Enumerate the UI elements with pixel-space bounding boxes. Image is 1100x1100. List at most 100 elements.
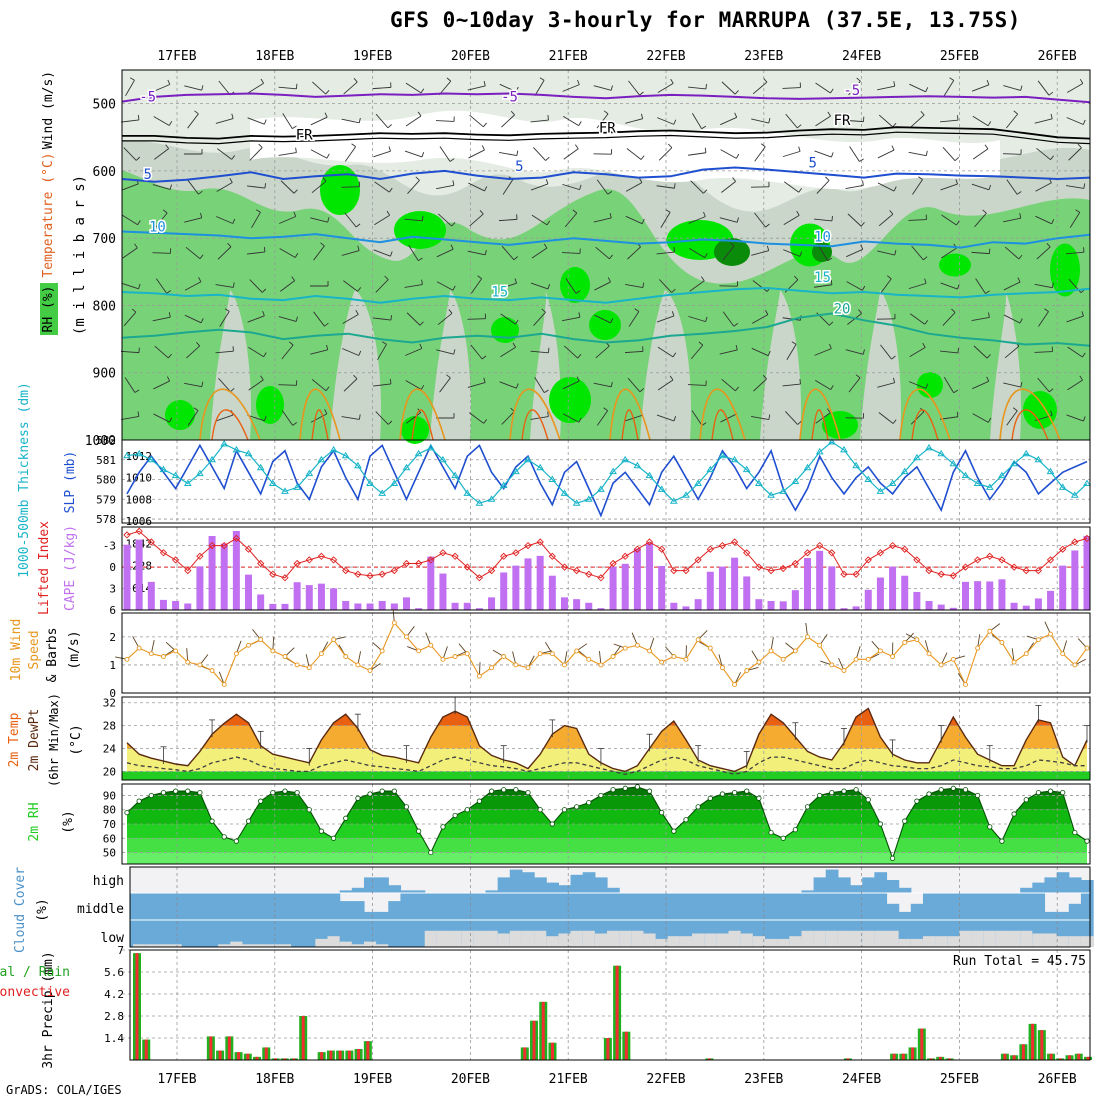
- upper-wind-barb: [341, 186, 360, 188]
- wind10m-point: [634, 642, 640, 648]
- cape-bar: [123, 544, 131, 610]
- upper-wind-barb: [153, 413, 170, 423]
- wind10m-point: [805, 634, 810, 640]
- upper-wind-barb: [1003, 85, 1021, 91]
- thickness-point: [123, 451, 131, 459]
- upper-wind-barb-flag: [986, 376, 990, 382]
- upper-wind-barb: [877, 250, 895, 256]
- upper-wind-barb: [373, 383, 391, 387]
- cloud-high-cell: [497, 877, 511, 893]
- upper-wind-barb: [689, 280, 705, 292]
- upper-wind-barb: [1006, 410, 1018, 426]
- thickness-point: [281, 487, 289, 494]
- upper-wind-barb-flag: [829, 343, 832, 349]
- cloud-high-cell: [1044, 877, 1058, 893]
- isotherm-FR-secondary: [122, 131, 1091, 145]
- li-point: [658, 545, 666, 553]
- upper-wind-barb-flag: [922, 342, 926, 348]
- wind-tick-label: 2: [109, 631, 116, 644]
- cape-bar: [135, 539, 143, 610]
- li-point: [961, 563, 970, 571]
- upper-wind-barb-flag: [292, 422, 298, 426]
- thickness-point: [475, 499, 484, 506]
- rh2m-point: [488, 788, 495, 794]
- thickness-point: [827, 438, 836, 445]
- upper-wind-barb: [754, 146, 766, 162]
- upper-wind-barb-flag: [326, 344, 329, 350]
- upper-wind-barb: [909, 313, 926, 325]
- cape-bar: [330, 588, 338, 610]
- wind10m-point: [586, 656, 592, 662]
- wind-tick-label: 0: [109, 687, 116, 700]
- upper-wind-barb: [1066, 83, 1084, 93]
- upper-wind-barb-flag: [295, 316, 298, 322]
- upper-wind-barb: [470, 278, 483, 294]
- upper-wind-barb-flag: [131, 308, 137, 313]
- rh2m-point: [464, 807, 470, 813]
- rh-band: [127, 824, 1087, 839]
- upper-wind-barb: [1003, 314, 1021, 324]
- cloud-low-cell: [145, 944, 158, 947]
- upper-wind-barb: [971, 84, 990, 92]
- wind10m-point: [975, 645, 981, 651]
- cloud-low-cell: [825, 930, 839, 947]
- cape-bar: [257, 594, 265, 610]
- upper-wind-barb-flag: [547, 115, 549, 121]
- cloud-high-cell: [534, 877, 547, 893]
- upper-wind-barb: [153, 116, 170, 126]
- upper-wind-barb: [533, 312, 546, 326]
- upper-wind-barb-flag: [231, 113, 234, 119]
- wind10m-point: [671, 654, 677, 659]
- upper-wind-barb: [562, 183, 580, 191]
- cloud-middle-cell: [133, 893, 146, 920]
- upper-wind-barb: [435, 120, 455, 122]
- upper-wind-barb-flag: [166, 376, 170, 382]
- upper-wind-barb: [563, 148, 579, 160]
- upper-wind-barb-flag: [419, 321, 424, 326]
- upper-wind-barb-flag: [355, 223, 361, 228]
- upper-wind-barb-flag: [418, 257, 423, 262]
- cloud-middle-cell: [291, 893, 304, 920]
- upper-wind-barb-flag: [137, 411, 140, 417]
- upper-wind-barb-flag: [1079, 78, 1084, 84]
- upper-wind-barb: [657, 346, 674, 358]
- cloud-low-cell: [935, 936, 948, 947]
- cloud-middle-cell: [278, 893, 292, 920]
- li-point: [208, 541, 216, 550]
- wind10m-point: [950, 656, 956, 662]
- upper-wind-barb: [405, 380, 422, 390]
- upper-wind-barb-flag: [264, 415, 267, 421]
- cloud-low-cell: [874, 930, 888, 947]
- date-label-bottom: 23FEB: [744, 1072, 783, 1087]
- wind10m-point: [124, 656, 130, 662]
- thickness-point: [864, 475, 873, 482]
- upper-wind-barb: [1003, 217, 1021, 223]
- cloud-low-background: [230, 920, 244, 947]
- upper-wind-barb: [785, 411, 798, 425]
- cloud-low-background: [157, 920, 171, 947]
- li-point: [475, 574, 484, 582]
- upper-wind-barb-flag: [642, 282, 645, 288]
- upper-wind-barb-flag: [925, 150, 928, 156]
- rh2m-point: [294, 789, 300, 796]
- li-point: [317, 552, 326, 560]
- upper-wind-barb: [562, 316, 580, 322]
- precip-convective-bar: [255, 1056, 259, 1060]
- upper-wind-barb: [155, 278, 168, 294]
- li-point: [390, 566, 398, 575]
- upper-wind-barb-flag: [987, 417, 992, 423]
- thickness-point: [937, 449, 946, 457]
- upper-wind-barb-flag: [798, 146, 801, 152]
- upper-wind-barb-flag: [987, 121, 992, 127]
- rh2m-point: [282, 788, 288, 794]
- wind10m-axis-label: 10m Wind: [9, 619, 24, 682]
- run-total-annotation: Run Total = 45.75: [953, 954, 1086, 969]
- li-point: [232, 534, 241, 543]
- upper-wind-barb: [845, 119, 864, 123]
- upper-wind-barb: [751, 314, 769, 324]
- cloud-low-background: [181, 920, 195, 947]
- upper-wind-barb: [594, 281, 611, 291]
- upper-wind-barb: [533, 147, 546, 161]
- cape-bar: [694, 599, 702, 610]
- thickness-point: [451, 471, 459, 479]
